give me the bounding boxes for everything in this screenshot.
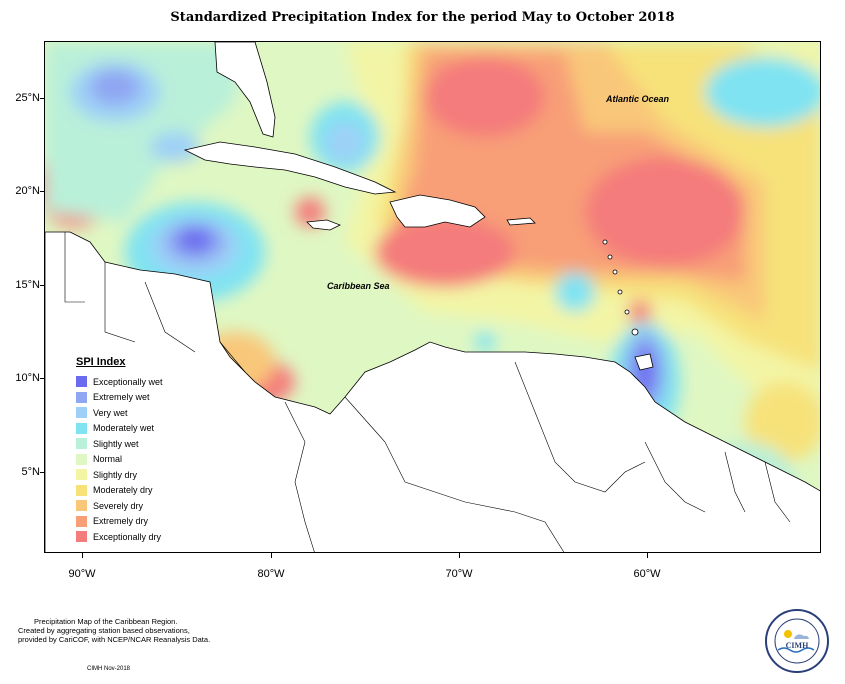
legend-swatch: [76, 391, 87, 403]
legend-swatch: [76, 515, 87, 527]
legend-label: Exceptionally wet: [93, 376, 163, 387]
spi-field: [45, 42, 820, 547]
label-atlantic-ocean: Atlantic Ocean: [606, 94, 670, 104]
lat-label-20n: 20°N: [15, 185, 40, 197]
legend-item: Normal: [76, 452, 163, 468]
legend-swatch: [76, 422, 87, 434]
legend-label: Extremely dry: [93, 516, 149, 527]
legend-label: Exceptionally dry: [93, 531, 162, 542]
legend-item: Exceptionally wet: [76, 374, 163, 390]
lat-label-15n: 15°N: [15, 279, 40, 291]
footer-line-1: Precipitation Map of the Caribbean Regio…: [34, 617, 178, 626]
legend-item: Extremely dry: [76, 514, 163, 530]
lon-label-80w: 80°W: [257, 568, 285, 580]
sun-icon: [784, 630, 792, 638]
legend-label: Normal: [93, 454, 123, 465]
legend-label: Very wet: [93, 407, 128, 418]
lat-tick: [40, 98, 44, 99]
legend-swatch: [76, 500, 87, 512]
legend: SPI Index Exceptionally wet Extremely wet…: [76, 356, 163, 545]
legend-item: Severely dry: [76, 498, 163, 514]
lat-tick: [40, 378, 44, 379]
legend-item: Exceptionally dry: [76, 529, 163, 545]
footer-date: CIMH Nov-2018: [87, 666, 131, 672]
legend-item: Very wet: [76, 405, 163, 421]
legend-label: Slightly wet: [93, 438, 139, 449]
legend-item: Moderately wet: [76, 421, 163, 437]
footer-line-3: provided by CariCOF, with NCEP/NCAR Rean…: [18, 635, 211, 644]
legend-item: Extremely wet: [76, 390, 163, 406]
lat-tick: [40, 191, 44, 192]
legend-label: Extremely wet: [93, 392, 150, 403]
country-borders: [64, 232, 791, 552]
legend-swatch: [76, 484, 87, 496]
legend-swatch: [76, 531, 87, 543]
lat-tick: [40, 285, 44, 286]
legend-label: Moderately wet: [93, 423, 155, 434]
legend-item: Slightly dry: [76, 467, 163, 483]
cloud-icon: [794, 634, 809, 639]
lon-tick: [647, 553, 648, 558]
logo-text: CIMH: [786, 641, 809, 650]
spi-map: [45, 42, 820, 552]
lon-tick: [271, 553, 272, 558]
lon-tick: [82, 553, 83, 558]
legend-swatch: [76, 407, 87, 419]
lon-label-90w: 90°W: [68, 568, 96, 580]
map-footer: Precipitation Map of the Caribbean Regio…: [18, 617, 210, 644]
legend-label: Slightly dry: [93, 469, 138, 480]
legend-items: Exceptionally wet Extremely wet Very wet Mo…: [76, 374, 163, 545]
legend-swatch: [76, 438, 87, 450]
map-frame: [44, 41, 821, 553]
legend-swatch: [76, 376, 87, 388]
legend-label: Moderately dry: [93, 485, 153, 496]
legend-title: SPI Index: [76, 356, 126, 368]
lon-tick: [459, 553, 460, 558]
land-masses: [45, 42, 820, 552]
label-caribbean-sea: Caribbean Sea: [327, 281, 390, 291]
lat-label-25n: 25°N: [15, 92, 40, 104]
legend-item: Slightly wet: [76, 436, 163, 452]
lat-label-5n: 5°N: [21, 466, 40, 478]
map-title: Standardized Precipitation Index for the…: [170, 10, 675, 25]
legend-item: Moderately dry: [76, 483, 163, 499]
legend-label: Severely dry: [93, 500, 144, 511]
lat-tick: [40, 472, 44, 473]
legend-swatch: [76, 469, 87, 481]
lon-label-70w: 70°W: [445, 568, 473, 580]
lon-label-60w: 60°W: [633, 568, 661, 580]
legend-swatch: [76, 453, 87, 465]
lat-label-10n: 10°N: [15, 372, 40, 384]
footer-line-2: Created by aggregating station based obs…: [18, 626, 190, 635]
wave-icon: [777, 647, 815, 653]
cimh-logo: CIMH: [765, 609, 829, 673]
